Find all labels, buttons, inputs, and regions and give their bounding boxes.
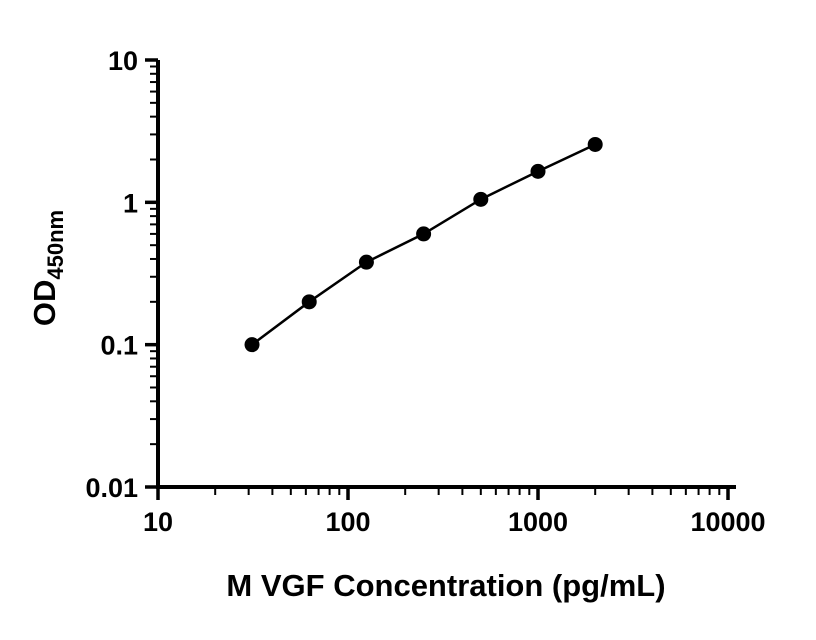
- data-point-marker: [301, 294, 317, 310]
- y-axis-title: OD450nm: [27, 210, 68, 326]
- x-axis-title: M VGF Concentration (pg/mL): [226, 568, 665, 603]
- x-tick-label: 100: [325, 507, 370, 537]
- data-point-marker: [244, 337, 260, 353]
- x-tick-label: 1000: [508, 507, 568, 537]
- plot-area: 10 100 1000 10000 10 1 0.1 0.01: [85, 46, 765, 537]
- y-tick-label: 1: [123, 188, 138, 218]
- data-point-marker: [530, 163, 546, 179]
- y-tick-label: 10: [108, 46, 138, 76]
- y-tick-label: 0.1: [100, 331, 138, 361]
- x-tick-label: 10: [143, 507, 173, 537]
- x-tick-label: 10000: [690, 507, 765, 537]
- data-point-marker: [416, 226, 432, 242]
- y-axis-title-sub: 450nm: [43, 210, 68, 280]
- data-point-marker: [587, 136, 603, 152]
- y-tick-label: 0.01: [85, 473, 138, 503]
- data-point-marker: [473, 191, 489, 207]
- y-axis-title-main: OD: [27, 280, 62, 327]
- data-point-marker: [358, 254, 374, 270]
